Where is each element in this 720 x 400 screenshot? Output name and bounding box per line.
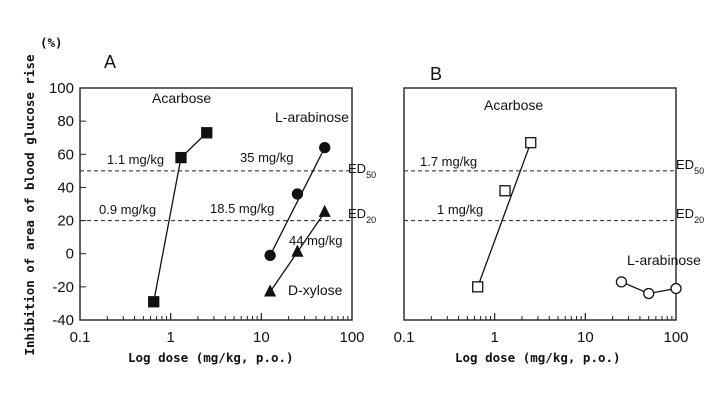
x-tick-label: 0.1	[70, 329, 91, 346]
y-tick-label: 60	[57, 146, 74, 163]
l-arabinose-regression-line	[269, 147, 326, 256]
x-tick-label: 1	[166, 329, 174, 346]
y-tick-label: 80	[57, 113, 74, 130]
x-tick-label: 1	[490, 329, 498, 346]
l-arabinose-point	[291, 188, 304, 200]
acarbose-regression-line	[153, 157, 182, 302]
x-tick-label: 10	[577, 329, 594, 346]
annotation-0-9-mg-kg: 0.9 mg/kg	[99, 202, 156, 217]
annotation-1-7-mg-kg: 1.7 mg/kg	[420, 154, 477, 169]
d-xylose-point	[264, 284, 277, 297]
x-tick-label: 100	[339, 329, 364, 346]
y-tick-label: 20	[57, 213, 74, 230]
d-xylose-point	[318, 204, 331, 217]
y-axis-label: Inhibition of area of blood glucose rise	[22, 54, 37, 355]
acarbose-point	[499, 185, 511, 197]
x-tick-label: 10	[253, 329, 270, 346]
y-tick-label: 0	[66, 246, 74, 263]
acarbose-point	[201, 127, 213, 139]
d-xylose-point	[291, 244, 304, 257]
ed50-b-label: ED50	[676, 157, 704, 176]
annotation-35-mg-kg: 35 mg/kg	[240, 150, 293, 165]
acarbose-b-label: Acarbose	[484, 97, 543, 113]
acarbose-point	[472, 281, 484, 293]
y-tick-label: 100	[49, 80, 74, 97]
annotation-1-mg-kg: 1 mg/kg	[437, 202, 483, 217]
acarbose-point	[148, 296, 160, 308]
panel-b: B Log dose (mg/kg, p.o.) Acarbose L-arab…	[394, 64, 705, 365]
y-tick-label: -40	[52, 312, 74, 329]
acarbose-regression-line	[477, 142, 532, 288]
y-tick-label: 40	[57, 179, 74, 196]
panel-b-frame	[403, 87, 677, 321]
panel-a-label: A	[104, 52, 116, 72]
panel-b-x-axis-label: Log dose (mg/kg, p.o.)	[455, 350, 621, 365]
d-xylose-label: D-xylose	[288, 282, 343, 298]
ed20-b-label: ED20	[676, 206, 704, 225]
l-arabinose-point	[264, 249, 276, 262]
l-arabinose-a-label: L-arabinose	[275, 109, 349, 125]
acarbose-a-label: Acarbose	[152, 90, 211, 106]
acarbose-point	[175, 151, 187, 164]
l-arabinose-point	[670, 282, 682, 295]
panel-a: A Log dose (mg/kg, p.o.) Acarbose L-arab…	[49, 52, 376, 365]
ed50-a-label: ED50	[348, 161, 376, 180]
y-axis-unit: (%)	[40, 35, 63, 50]
l-arabinose-point	[319, 142, 331, 154]
l-arabinose-b-label: L-arabinose	[627, 252, 701, 268]
panel-a-frame	[79, 87, 353, 321]
y-tick-label: -20	[52, 279, 74, 296]
x-tick-label: 0.1	[394, 329, 415, 346]
l-arabinose-point	[615, 276, 628, 288]
panel-b-label: B	[430, 64, 442, 84]
x-tick-label: 100	[663, 329, 688, 346]
panel-a-x-axis-label: Log dose (mg/kg, p.o.)	[128, 350, 294, 365]
l-arabinose-point	[643, 287, 655, 300]
annotation-1-1-mg-kg: 1.1 mg/kg	[107, 152, 164, 167]
ed20-a-label: ED20	[348, 206, 376, 225]
acarbose-point	[525, 137, 537, 149]
annotation-18-5-mg-kg: 18.5 mg/kg	[210, 201, 274, 216]
